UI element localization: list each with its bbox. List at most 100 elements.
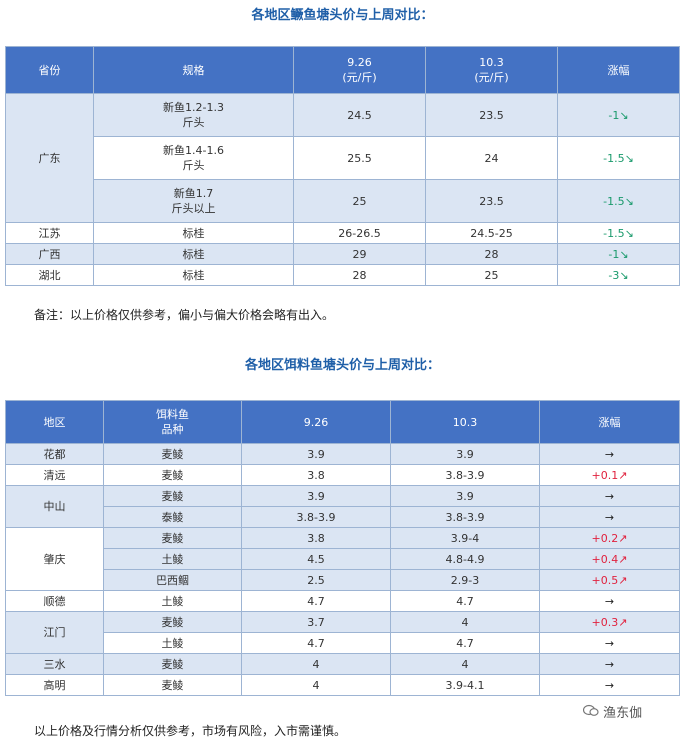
price-926-cell: 3.8-3.9: [241, 506, 391, 528]
spec-cell: 新鱼1.7 斤头以上: [93, 179, 294, 223]
header-price-926: 9.26 (元/斤): [293, 46, 426, 94]
price-926-cell: 26-26.5: [293, 222, 426, 244]
price-926-cell: 4: [241, 653, 391, 675]
variety-cell: 泰鲮: [103, 506, 242, 528]
price-103-cell: 3.9-4: [390, 527, 540, 549]
price-926-cell: 4.5: [241, 548, 391, 570]
change-cell: +0.1↗: [539, 464, 680, 486]
price-103-cell: 4.7: [390, 632, 540, 654]
table-header-row: 地区 饵料鱼 品种 9.26 10.3 涨幅: [5, 400, 680, 444]
price-926-cell: 4.7: [241, 590, 391, 612]
table2-note: 以上价格及行情分析仅供参考，市场有风险，入市需谨慎。: [34, 724, 347, 738]
table-row: 高明 麦鲮 4 3.9-4.1 →: [5, 674, 680, 696]
header-change: 涨幅: [557, 46, 680, 94]
province-cell: 广东: [5, 93, 94, 223]
price-926-cell: 24.5: [293, 93, 426, 137]
price-103-cell: 4.7: [390, 590, 540, 612]
header-price-926: 9.26: [241, 400, 391, 444]
price-103-cell: 3.8-3.9: [390, 464, 540, 486]
header-region: 地区: [5, 400, 104, 444]
price-926-cell: 25.5: [293, 136, 426, 180]
variety-cell: 麦鲮: [103, 527, 242, 549]
province-cell: 广西: [5, 243, 94, 265]
header-province: 省份: [5, 46, 94, 94]
province-cell: 江苏: [5, 222, 94, 244]
variety-cell: 麦鲮: [103, 485, 242, 507]
table-row: 湖北 标桂 28 25 -3↘: [5, 264, 680, 286]
table1-title: 各地区鳜鱼塘头价与上周对比：: [251, 8, 434, 23]
change-cell: +0.5↗: [539, 569, 680, 591]
region-cell: 花都: [5, 443, 104, 465]
watermark-text: 渔东伽: [603, 706, 643, 721]
change-cell: -1.5↘: [557, 179, 680, 223]
price-103-cell: 25: [425, 264, 558, 286]
change-cell: →: [539, 443, 680, 465]
region-cell: 清远: [5, 464, 104, 486]
spec-cell: 新鱼1.4-1.6 斤头: [93, 136, 294, 180]
variety-cell: 麦鲮: [103, 674, 242, 696]
price-926-cell: 3.9: [241, 443, 391, 465]
table-row: 江苏 标桂 26-26.5 24.5-25 -1.5↘: [5, 222, 680, 244]
table-row: 中山 麦鲮 3.9 3.9 →: [5, 485, 680, 528]
header-price-103: 10.3: [390, 400, 540, 444]
table-row: 泰鲮 3.8-3.9 3.8-3.9 →: [6, 506, 680, 528]
price-926-cell: 28: [293, 264, 426, 286]
price-103-cell: 4: [390, 611, 540, 633]
region-cell: 顺德: [5, 590, 104, 612]
price-926-cell: 25: [293, 179, 426, 223]
change-cell: -1↘: [557, 243, 680, 265]
price-926-cell: 3.9: [241, 485, 391, 507]
change-cell: -1.5↘: [557, 136, 680, 180]
variety-cell: 麦鲮: [103, 443, 242, 465]
table-row: 土鲮 4.5 4.8-4.9 +0.4↗: [6, 548, 680, 570]
change-cell: +0.3↗: [539, 611, 680, 633]
table-row: 三水 麦鲮 4 4 →: [5, 653, 680, 675]
price-103-cell: 3.9-4.1: [390, 674, 540, 696]
price-926-cell: 4: [241, 674, 391, 696]
table-row: 顺德 土鲮 4.7 4.7 →: [5, 590, 680, 612]
price-103-cell: 4: [390, 653, 540, 675]
spec-cell: 标桂: [93, 243, 294, 265]
table-row: 广西 标桂 29 28 -1↘: [5, 243, 680, 265]
feed-fish-price-table: 地区 饵料鱼 品种 9.26 10.3 涨幅 花都 麦鲮 3.9 3.9 → 清…: [5, 400, 680, 696]
price-103-cell: 28: [425, 243, 558, 265]
change-cell: →: [539, 632, 680, 654]
spec-cell: 标桂: [93, 264, 294, 286]
change-cell: +0.4↗: [539, 548, 680, 570]
change-cell: -3↘: [557, 264, 680, 286]
change-cell: →: [539, 653, 680, 675]
table-row: 新鱼1.4-1.6 斤头 25.5 24 -1.5↘: [6, 136, 680, 180]
region-cell: 江门: [5, 611, 104, 654]
variety-cell: 麦鲮: [103, 611, 242, 633]
variety-cell: 土鲮: [103, 632, 242, 654]
table-row: 巴西鲴 2.5 2.9-3 +0.5↗: [6, 569, 680, 591]
price-103-cell: 3.9: [390, 485, 540, 507]
price-103-cell: 23.5: [425, 179, 558, 223]
price-103-cell: 3.8-3.9: [390, 506, 540, 528]
table-row: 肇庆 麦鲮 3.8 3.9-4 +0.2↗: [5, 527, 680, 591]
price-926-cell: 4.7: [241, 632, 391, 654]
table2-title: 各地区饵料鱼塘头价与上周对比：: [244, 358, 440, 373]
region-cell: 肇庆: [5, 527, 104, 591]
price-926-cell: 29: [293, 243, 426, 265]
header-spec: 规格: [93, 46, 294, 94]
header-price-103: 10.3 (元/斤): [425, 46, 558, 94]
variety-cell: 麦鲮: [103, 653, 242, 675]
table-row: 土鲮 4.7 4.7 →: [6, 632, 680, 654]
header-change: 涨幅: [539, 400, 680, 444]
table-row: 花都 麦鲮 3.9 3.9 →: [5, 443, 680, 465]
watermark: 渔东伽: [582, 702, 643, 721]
province-cell: 湖北: [5, 264, 94, 286]
change-cell: →: [539, 485, 680, 507]
table-row: 清远 麦鲮 3.8 3.8-3.9 +0.1↗: [5, 464, 680, 486]
mandarin-fish-price-table: 省份 规格 9.26 (元/斤) 10.3 (元/斤) 涨幅 广东 新鱼1.2-…: [5, 46, 680, 286]
change-cell: →: [539, 674, 680, 696]
price-103-cell: 3.9: [390, 443, 540, 465]
variety-cell: 土鲮: [103, 548, 242, 570]
price-103-cell: 24: [425, 136, 558, 180]
region-cell: 高明: [5, 674, 104, 696]
table1-note: 备注：以上价格仅供参考，偏小与偏大价格会略有出入。: [34, 308, 335, 322]
price-926-cell: 3.7: [241, 611, 391, 633]
change-cell: →: [539, 506, 680, 528]
change-cell: +0.2↗: [539, 527, 680, 549]
